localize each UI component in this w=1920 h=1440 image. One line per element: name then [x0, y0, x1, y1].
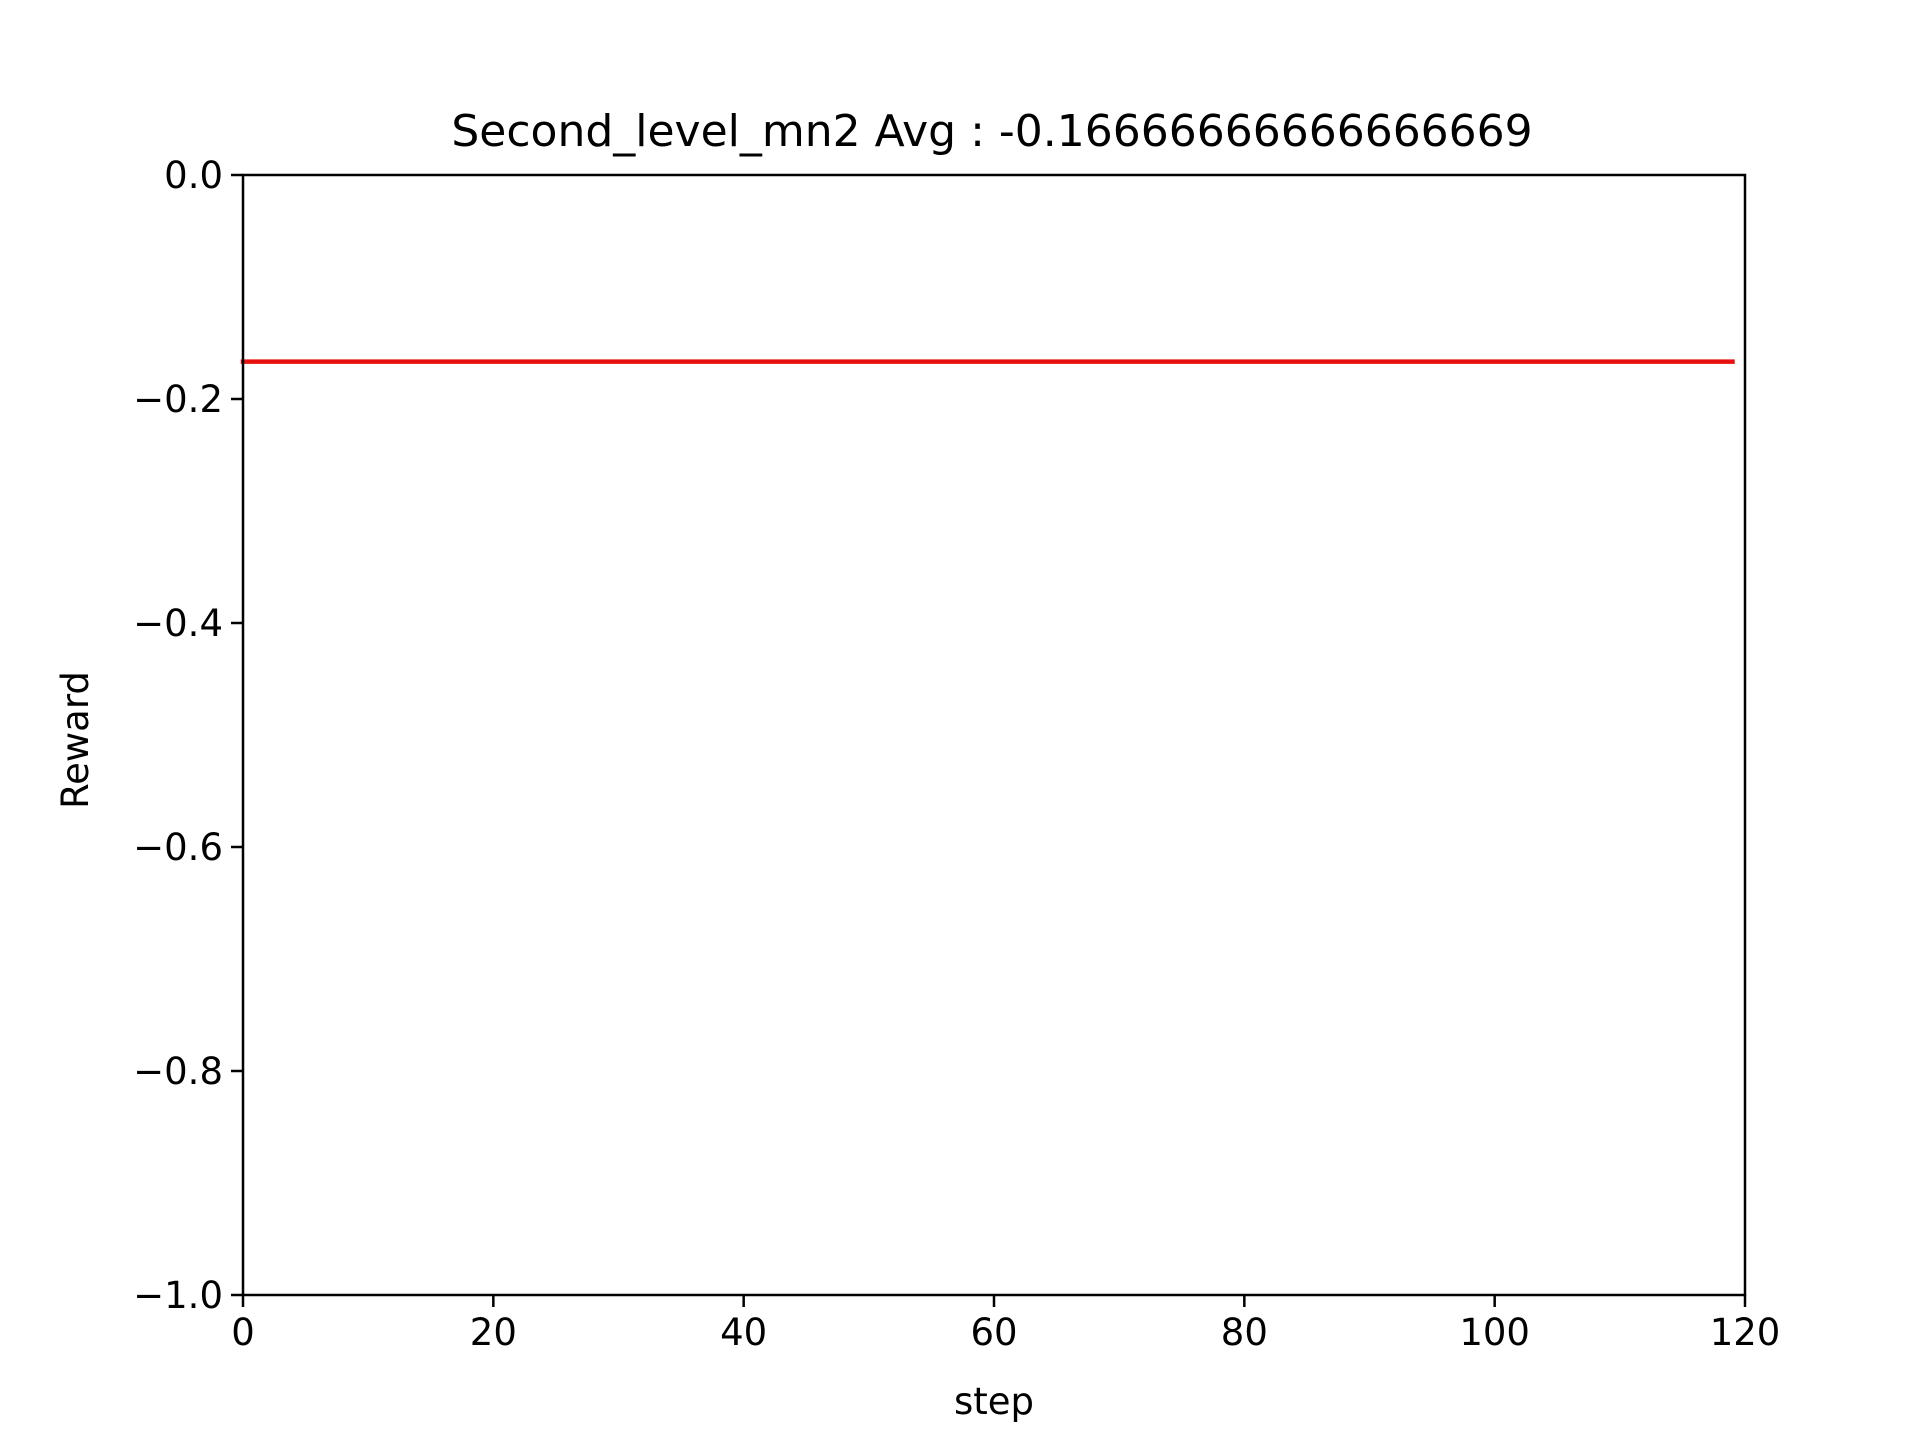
y-tick-label: −1.0 — [133, 1274, 223, 1317]
x-tick-label: 120 — [1710, 1311, 1781, 1354]
y-tick-label: −0.6 — [133, 826, 223, 869]
x-tick-label: 40 — [720, 1311, 767, 1354]
y-tick-label: −0.2 — [133, 378, 223, 421]
x-tick-label: 20 — [470, 1311, 517, 1354]
y-tick-label: 0.0 — [164, 154, 223, 197]
plot-frame — [241, 173, 1747, 1297]
x-tick-label: 100 — [1459, 1311, 1530, 1354]
axis-ticks: 0 20 40 60 80 100 120 0.0 −0.2 −0.4 −0.6 −0.8 −1.0 — [133, 154, 1780, 1354]
chart-title: Second_level_mn2 Avg : -0.16666666666666… — [451, 106, 1532, 157]
x-tick-label: 80 — [1221, 1311, 1268, 1354]
x-tick-label: 0 — [231, 1311, 255, 1354]
x-axis-label: step — [954, 1380, 1034, 1423]
x-tick-label: 60 — [970, 1311, 1017, 1354]
y-tick-label: −0.4 — [133, 602, 223, 645]
y-tick-label: −0.8 — [133, 1050, 223, 1093]
y-axis-label: Reward — [54, 671, 97, 809]
